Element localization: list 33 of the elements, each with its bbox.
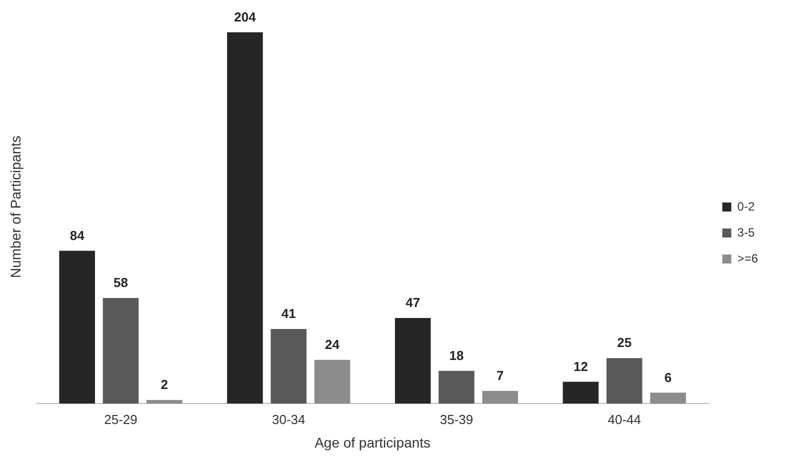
- data-label: 18: [449, 348, 464, 363]
- data-label: 41: [281, 306, 296, 322]
- legend-label: >=6: [737, 251, 758, 266]
- bar: [102, 298, 139, 404]
- x-tick-label: 35-39: [440, 412, 474, 427]
- x-tick-label: 25-29: [104, 412, 138, 427]
- data-label: 6: [664, 370, 672, 385]
- bar: [146, 400, 182, 404]
- legend-label: 3-5: [737, 225, 755, 240]
- bar: [314, 360, 350, 404]
- data-label: 47: [406, 295, 420, 310]
- x-tick-label: 40-44: [608, 412, 641, 427]
- bar: [606, 358, 642, 404]
- y-axis-title: Number of Participants: [7, 136, 24, 278]
- bar: [438, 370, 474, 404]
- bar: [270, 328, 307, 404]
- x-tick-label: 30-34: [272, 412, 306, 427]
- data-label: 58: [114, 275, 128, 290]
- bar: [59, 250, 95, 404]
- bar: [650, 392, 686, 404]
- x-axis-title: Age of participants: [314, 434, 431, 450]
- bar: [482, 390, 518, 404]
- data-label: 12: [573, 358, 588, 374]
- data-label: 7: [496, 368, 504, 383]
- legend-label: 0-2: [737, 199, 755, 214]
- bar: [227, 32, 263, 404]
- data-label: 25: [617, 335, 632, 350]
- data-label: 24: [325, 336, 340, 352]
- bar: [394, 318, 431, 404]
- data-label: 204: [234, 9, 257, 24]
- bar: [562, 382, 599, 404]
- data-label: 84: [70, 228, 86, 243]
- data-label: 2: [160, 377, 168, 392]
